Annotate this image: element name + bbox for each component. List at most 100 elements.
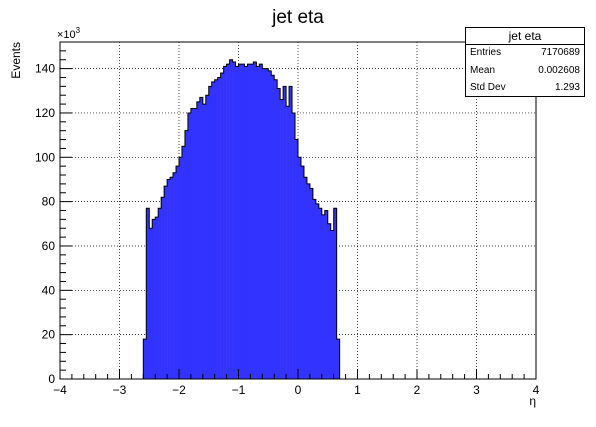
histogram-bar xyxy=(318,208,323,379)
stats-mean-label: Mean xyxy=(470,65,496,76)
histogram-bar xyxy=(229,59,233,379)
histogram-bar xyxy=(286,106,290,379)
histogram-bar xyxy=(256,66,260,380)
histogram-bar xyxy=(184,130,189,379)
histogram-bar xyxy=(155,217,159,379)
histogram-bar xyxy=(196,101,201,379)
x-tick-label: −2 xyxy=(172,383,186,397)
histogram-bar xyxy=(226,64,230,379)
y-tick-label: 60 xyxy=(42,239,56,253)
histogram-bar xyxy=(289,86,293,379)
histogram-bar xyxy=(179,157,183,379)
histogram-bar xyxy=(235,66,239,380)
y-axis-label: Events xyxy=(9,42,23,79)
histogram-bar xyxy=(232,61,236,379)
stats-stddev-value: 1.293 xyxy=(554,82,580,93)
y-tick-label: 120 xyxy=(35,106,55,120)
y-tick-label: 0 xyxy=(48,372,55,386)
histogram-bar xyxy=(241,64,245,379)
stats-mean-value: 0.002608 xyxy=(538,65,580,76)
histogram-bar xyxy=(274,79,278,379)
histogram-bar xyxy=(176,166,180,379)
histogram-bar xyxy=(214,79,218,379)
x-tick-label: 0 xyxy=(295,383,302,397)
histogram-bar xyxy=(300,166,305,379)
histogram-bar xyxy=(181,146,186,379)
histogram-bar xyxy=(250,64,254,379)
histogram-bar xyxy=(164,186,168,379)
x-tick-label: 3 xyxy=(473,383,480,397)
y-multiplier-label: ×103 xyxy=(57,26,81,41)
histogram-bar xyxy=(193,108,198,380)
x-tick-label: −1 xyxy=(232,383,246,397)
x-tick-label: −3 xyxy=(113,383,127,397)
y-tick-label: 20 xyxy=(42,328,56,342)
x-axis-label: η xyxy=(529,394,536,408)
histogram-bar xyxy=(277,88,281,380)
x-tick-label: 2 xyxy=(414,383,421,397)
histogram-bar xyxy=(161,197,165,379)
histogram-bar xyxy=(253,61,257,379)
histogram-bar xyxy=(268,70,272,380)
stats-entries-row: Entries 7170689 xyxy=(470,45,580,61)
stats-entries-value: 7170689 xyxy=(541,47,580,58)
stats-stddev-row: Std Dev 1.293 xyxy=(470,80,580,96)
histogram-bar xyxy=(211,81,215,379)
stats-mean-row: Mean 0.002608 xyxy=(470,63,580,79)
histogram-bar xyxy=(259,64,263,379)
histogram-bar xyxy=(280,99,284,379)
y-tick-label: 40 xyxy=(42,283,56,297)
histogram-bar xyxy=(333,208,337,379)
histogram-bar xyxy=(143,339,147,379)
histogram-bar xyxy=(271,75,275,379)
stats-box: jet eta Entries 7170689 Mean 0.002608 St… xyxy=(465,27,585,97)
x-tick-label: −4 xyxy=(53,383,67,397)
histogram-bar xyxy=(208,86,213,379)
histogram-bar xyxy=(220,73,224,379)
histogram-bar xyxy=(217,77,221,379)
histogram-bar xyxy=(315,203,320,379)
histogram-bar xyxy=(327,223,332,379)
histogram-bar xyxy=(262,68,266,380)
histogram-bar xyxy=(303,177,308,379)
histogram-bar xyxy=(167,179,171,379)
y-multiplier-exponent: 3 xyxy=(76,26,81,35)
stats-entries-label: Entries xyxy=(470,47,502,58)
x-tick-label: 1 xyxy=(354,383,361,397)
histogram-bar xyxy=(205,95,210,380)
histogram-bar xyxy=(223,66,227,380)
y-tick-label: 140 xyxy=(35,62,55,76)
histogram-bar xyxy=(202,104,207,379)
stats-stddev-label: Std Dev xyxy=(470,82,506,93)
y-tick-label: 80 xyxy=(42,195,56,209)
histogram-outline xyxy=(142,59,341,379)
histogram-bar xyxy=(321,214,326,379)
y-multiplier-base: ×10 xyxy=(57,29,76,41)
histogram-bar xyxy=(295,139,299,379)
histogram-bar xyxy=(152,219,156,379)
histogram-bar xyxy=(199,97,204,379)
histogram-bar xyxy=(265,68,269,380)
histogram-bar xyxy=(187,112,192,380)
x-tick-label: 4 xyxy=(533,383,540,397)
bars-layer xyxy=(142,59,341,380)
histogram-bar xyxy=(146,208,150,379)
histogram-bar xyxy=(173,172,177,379)
histogram-bar xyxy=(336,339,340,379)
histogram-bar xyxy=(306,183,311,379)
histogram-bar xyxy=(330,230,334,379)
stats-box-title: jet eta xyxy=(466,28,584,45)
histogram-bar xyxy=(238,64,242,379)
chart-title: jet eta xyxy=(271,7,324,28)
histogram-bar xyxy=(149,228,153,379)
histogram-bar xyxy=(158,208,162,379)
histogram-bar xyxy=(298,157,302,379)
y-tick-label: 100 xyxy=(35,150,55,164)
histogram-bar xyxy=(244,66,248,380)
histogram-bar xyxy=(283,86,287,379)
histogram-bar xyxy=(292,112,296,380)
histogram-bar xyxy=(170,177,174,379)
